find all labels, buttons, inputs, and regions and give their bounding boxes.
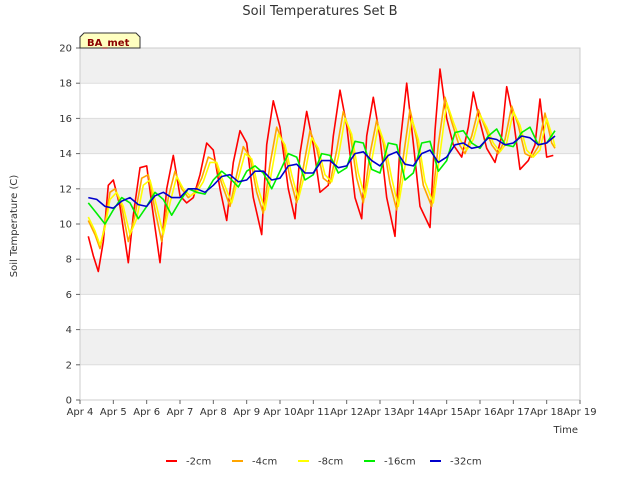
series-line-minus-32cm (88, 135, 556, 209)
legend: -2cm -4cm -8cm -16cm -32cm (166, 457, 482, 468)
background-band (80, 364, 580, 400)
legend-label: -2cm (186, 457, 211, 468)
background-band (80, 329, 580, 365)
x-tick-label: Apr 17 (497, 407, 530, 418)
x-tick-label: Apr 14 (397, 407, 430, 418)
y-tick-label: 4 (66, 325, 72, 336)
x-tick-label: Apr 5 (100, 407, 127, 418)
background-band (80, 83, 580, 119)
y-tick-label: 10 (59, 220, 72, 231)
x-tick-label: Apr 15 (430, 407, 463, 418)
x-tick-label: Apr 6 (133, 407, 160, 418)
legend-label: -8cm (318, 457, 343, 468)
x-tick-label: Apr 12 (330, 407, 363, 418)
y-tick-label: 16 (59, 114, 72, 125)
y-tick-label: 8 (66, 255, 72, 266)
x-tick-label: Apr 16 (463, 407, 496, 418)
x-tick-label: Apr 18 (530, 407, 563, 418)
x-tick-label: Apr 4 (67, 407, 94, 418)
x-tick-label: Apr 9 (233, 407, 260, 418)
background-band (80, 259, 580, 295)
y-tick-label: 2 (66, 360, 72, 371)
x-axis-ticks: Apr 4 Apr 5 Apr 6 Apr 7 Apr 8 Apr 9 Apr 10 Apr … (67, 400, 597, 418)
x-tick-label: Apr 10 (263, 407, 296, 418)
x-tick-label: Apr 7 (167, 407, 194, 418)
y-tick-label: 20 (59, 44, 72, 55)
chart-title: Soil Temperatures Set B (242, 4, 397, 19)
legend-label: -4cm (252, 457, 277, 468)
y-axis-ticks: 0 2 4 6 8 10 12 14 16 18 20 (59, 44, 80, 407)
y-tick-label: 18 (59, 79, 72, 90)
background-band (80, 294, 580, 330)
plot-background-bands (80, 48, 580, 400)
background-band (80, 48, 580, 84)
station-label-background (79, 32, 141, 49)
station-label: BA_met (87, 38, 130, 49)
x-tick-label: Apr 8 (200, 407, 227, 418)
series-lines (87, 68, 556, 273)
y-tick-label: 14 (59, 149, 72, 160)
y-tick-label: 12 (59, 184, 72, 195)
station-label-box: BA_met (79, 32, 141, 49)
x-tick-label: Apr 11 (297, 407, 330, 418)
x-tick-label: Apr 13 (363, 407, 396, 418)
legend-label: -16cm (384, 457, 416, 468)
y-tick-label: 6 (66, 290, 72, 301)
x-axis-title: Time (553, 425, 578, 436)
y-tick-label: 0 (66, 396, 72, 407)
x-tick-label: Apr 19 (563, 407, 596, 418)
y-axis-title: Soil Temperature (C) (9, 175, 20, 278)
legend-label: -32cm (450, 457, 482, 468)
